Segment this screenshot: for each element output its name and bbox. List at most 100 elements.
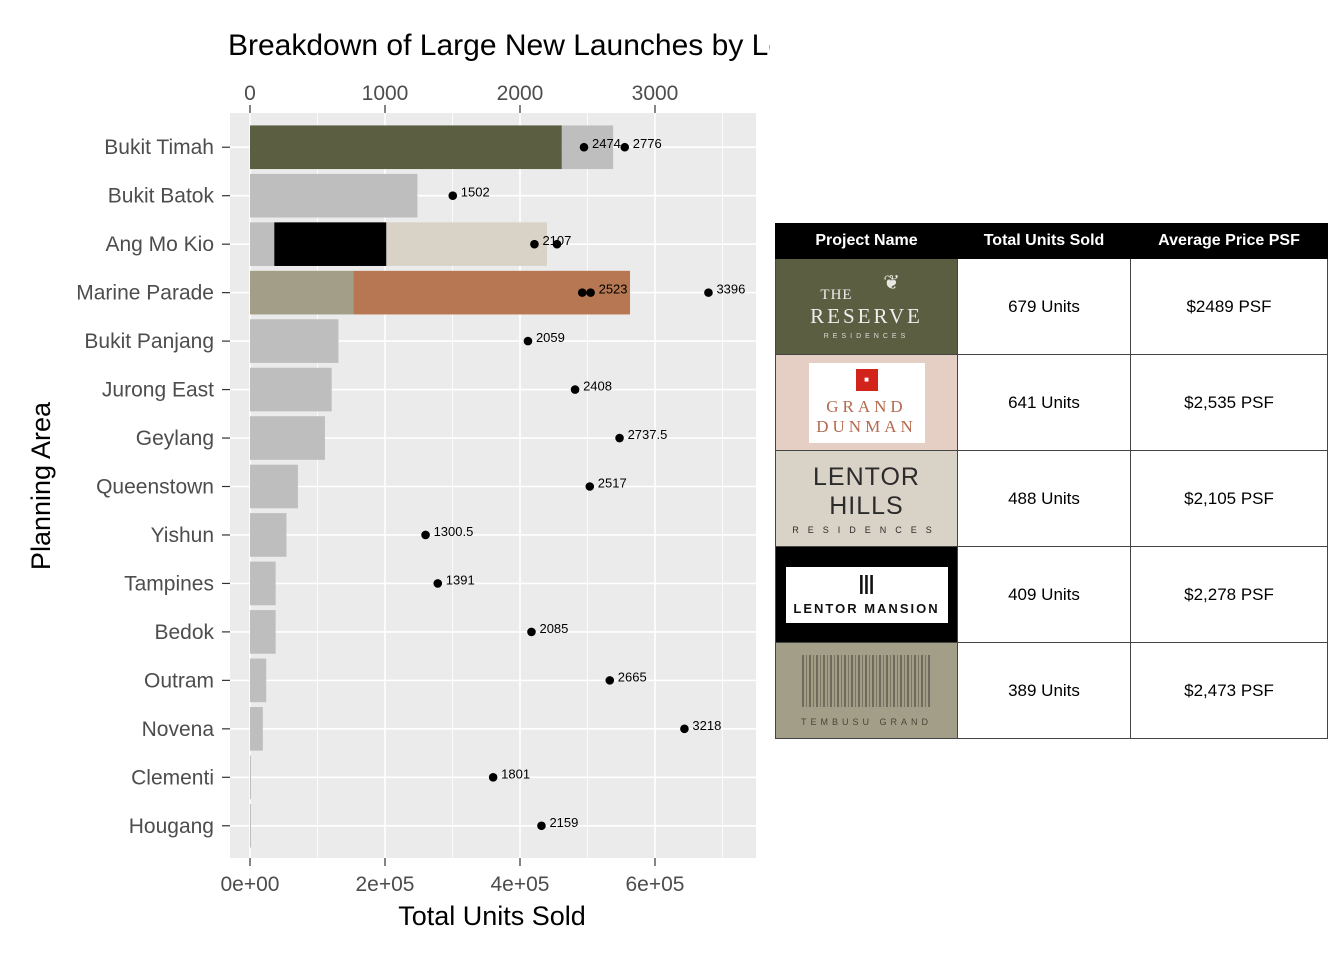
price-point (530, 239, 539, 249)
price-point-label: 1801 (501, 766, 530, 781)
table-row: ❦ THE RESERVE RESIDENCES 679 Units $2489… (775, 258, 1328, 355)
y-tick-label: Queenstown (96, 476, 214, 499)
y-axis-title: Planning Area (26, 401, 56, 570)
header-project-name: Project Name (775, 223, 958, 259)
chart-title: Breakdown of Large New Launches by Locat… (228, 29, 770, 62)
price-point (523, 336, 533, 346)
table-row: LENTOR HILLS RESIDENCES 488 Units $2,105… (775, 450, 1328, 547)
price-point (704, 288, 713, 297)
bar-segment (250, 707, 263, 751)
price-point (527, 627, 536, 637)
building-icon: Ⅲ (857, 571, 876, 601)
price-point (421, 530, 430, 540)
y-tick-label: Marine Parade (76, 282, 214, 305)
bar-segment (250, 319, 339, 363)
price-point (488, 773, 498, 782)
logo-text: LENTOR MANSION (793, 601, 940, 616)
table-row: Ⅲ LENTOR MANSION 409 Units $2,278 PSF (775, 546, 1328, 643)
header-total-units-sold: Total Units Sold (957, 223, 1131, 259)
tembusu-grand-logo: TEMBUSU GRAND (775, 642, 958, 739)
price-point-label: 2517 (598, 476, 627, 491)
bar-segment (250, 561, 276, 606)
bar-segment (250, 270, 354, 315)
price-point (585, 482, 595, 491)
lentor-mansion-logo: Ⅲ LENTOR MANSION (775, 546, 958, 643)
header-average-price-psf: Average Price PSF (1130, 223, 1328, 259)
chart: Breakdown of Large New Launches by Locat… (26, 29, 770, 931)
price-point-label: 2665 (618, 669, 647, 684)
facade-pattern-icon (801, 654, 932, 707)
the-reserve-residences-logo: ❦ THE RESERVE RESIDENCES (775, 258, 958, 355)
units-cell: 389 Units (957, 642, 1131, 739)
table-row: TEMBUSU GRAND 389 Units $2,473 PSF (775, 642, 1328, 739)
logo-text: RESERVE (810, 304, 923, 328)
price-point-label: 2737.5 (628, 427, 668, 442)
table-row: ■ GRAND DUNMAN 641 Units $2,535 PSF (775, 354, 1328, 451)
logo-text: THE (820, 287, 853, 303)
y-tick-label: Bukit Panjang (84, 330, 214, 353)
price-point (570, 385, 580, 394)
price-point-label: 2408 (583, 379, 612, 394)
bar-segment (250, 222, 275, 266)
units-cell: 488 Units (957, 450, 1131, 547)
price-point (586, 288, 595, 297)
x-axis-top: 0 1000 2000 3000 (244, 82, 678, 113)
x-top-tick-label: 3000 (632, 82, 679, 105)
leaf-icon: ❦ (883, 272, 900, 294)
logo-text: DUNMAN (816, 416, 917, 436)
x-tick-label: 2e+05 (356, 873, 415, 896)
logo-text: RESIDENCES (792, 524, 941, 535)
price-point (552, 239, 562, 249)
y-tick-label: Outram (144, 669, 214, 692)
price-point (680, 724, 689, 734)
price-cell: $2489 PSF (1130, 258, 1328, 355)
price-point (615, 433, 624, 443)
table-header-row: Project Name Total Units Sold Average Pr… (775, 223, 1328, 259)
y-tick-label: Novena (142, 718, 215, 741)
price-cell: $2,105 PSF (1130, 450, 1328, 547)
price-point (605, 676, 615, 685)
logo-text: GRAND (826, 396, 907, 416)
x-top-tick-label: 2000 (497, 82, 544, 105)
price-point-label: 2474 (592, 136, 621, 151)
y-tick-label: Bukit Timah (104, 136, 214, 159)
y-tick-label: Ang Mo Kio (105, 233, 214, 256)
bar-segment (250, 658, 267, 703)
price-point-label: 1391 (446, 572, 475, 587)
units-cell: 409 Units (957, 546, 1131, 643)
price-point (537, 821, 546, 831)
price-point-label: 2523 (599, 282, 628, 297)
logo-text: TEMBUSU GRAND (800, 716, 932, 727)
x-top-tick-label: 0 (244, 82, 256, 105)
price-point-label: 3218 (692, 718, 721, 733)
price-point (620, 142, 630, 152)
seal-icon: ■ (855, 368, 878, 391)
y-tick-label: Hougang (129, 815, 214, 838)
x-tick-label: 0e+00 (221, 873, 280, 896)
y-tick-label: Bukit Batok (108, 185, 215, 208)
bar-segment (250, 125, 562, 170)
bar-segment (250, 173, 418, 218)
x-top-tick-label: 1000 (362, 82, 409, 105)
y-tick-label: Tampines (124, 572, 214, 595)
price-point (577, 288, 587, 297)
price-cell: $2,278 PSF (1130, 546, 1328, 643)
bar-segment (250, 803, 251, 848)
grand-dunman-logo: ■ GRAND DUNMAN (775, 354, 958, 451)
price-cell: $2,473 PSF (1130, 642, 1328, 739)
x-tick-label: 4e+05 (491, 873, 550, 896)
projects-table: Project Name Total Units Sold Average Pr… (775, 223, 1328, 739)
logo-text: RESIDENCES (823, 333, 910, 340)
x-tick-label: 6e+05 (626, 873, 685, 896)
y-tick-label: Clementi (131, 766, 214, 789)
bar-segment (250, 755, 251, 800)
y-tick-label: Geylang (136, 427, 214, 450)
price-point (448, 191, 458, 200)
bar-segment (250, 416, 325, 460)
bar-segment (386, 222, 547, 266)
price-point-label: 2159 (549, 815, 578, 830)
bar-segment (250, 610, 276, 654)
logo-text: LENTOR HILLS (813, 462, 920, 520)
units-cell: 641 Units (957, 354, 1131, 451)
price-point-label: 1300.5 (434, 524, 474, 539)
